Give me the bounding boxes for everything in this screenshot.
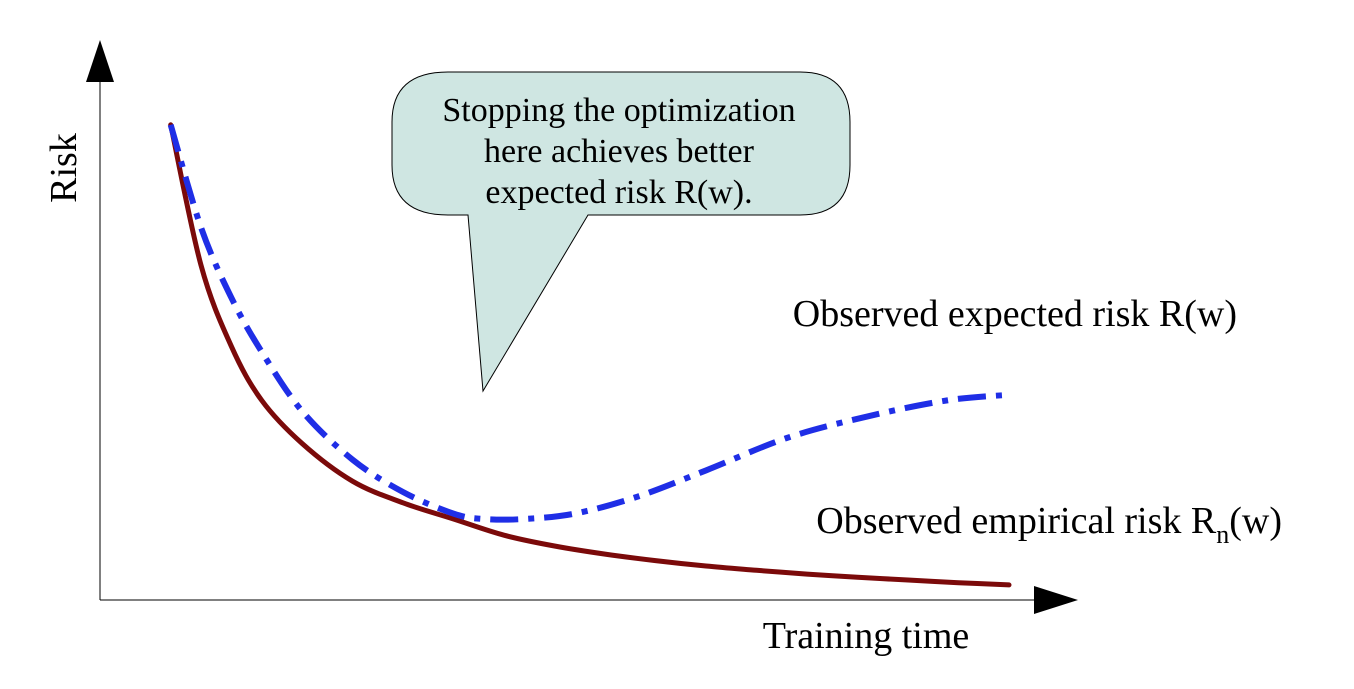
series-label-empirical-sub: n xyxy=(1216,520,1229,549)
callout-line-2: here achieves better xyxy=(484,133,755,170)
axes xyxy=(86,40,1078,614)
y-axis-arrow-icon xyxy=(86,40,114,82)
series-label-expected-risk: Observed expected risk R(w) xyxy=(793,293,1237,335)
y-axis-label: Risk xyxy=(43,133,85,203)
callout: Stopping the optimization here achieves … xyxy=(391,71,851,393)
x-axis-label: Training time xyxy=(763,615,970,657)
series-label-empirical-main: Observed empirical risk R xyxy=(816,500,1217,542)
series-layer xyxy=(167,122,1012,588)
callout-line-3: expected risk R(w). xyxy=(485,174,752,211)
series-line-expected-risk xyxy=(167,123,1010,523)
callout-line-1: Stopping the optimization xyxy=(442,92,795,129)
series-label-empirical-end: (w) xyxy=(1229,500,1282,542)
callout-bubble xyxy=(391,71,851,393)
x-axis-arrow-icon xyxy=(1034,586,1078,614)
series-label-empirical-risk: Observed empirical risk Rn(w) xyxy=(816,500,1282,549)
series-line-empirical-risk xyxy=(168,122,1012,588)
